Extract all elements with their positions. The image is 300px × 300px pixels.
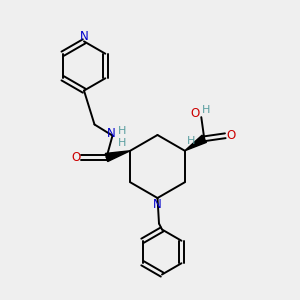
Text: N: N bbox=[106, 127, 116, 140]
Text: H: H bbox=[118, 126, 127, 136]
Text: H: H bbox=[202, 105, 210, 115]
Text: N: N bbox=[80, 29, 88, 43]
Polygon shape bbox=[105, 151, 130, 161]
Text: H: H bbox=[118, 138, 126, 148]
Text: O: O bbox=[226, 129, 235, 142]
Polygon shape bbox=[185, 135, 206, 151]
Text: O: O bbox=[190, 107, 199, 120]
Text: H: H bbox=[187, 136, 195, 146]
Text: N: N bbox=[153, 198, 162, 211]
Text: O: O bbox=[71, 151, 80, 164]
